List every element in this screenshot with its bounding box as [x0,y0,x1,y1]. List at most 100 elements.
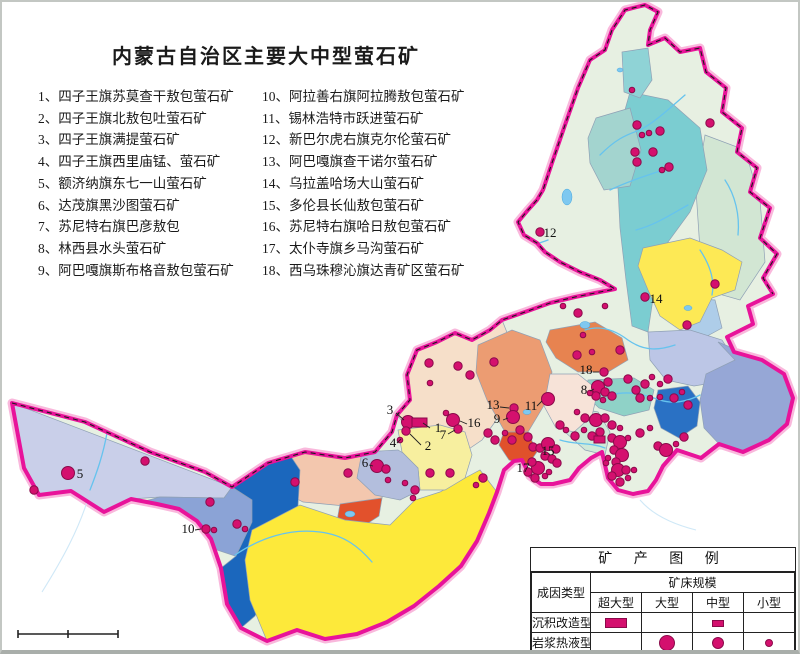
deposit-circle-symbol [765,639,773,648]
mine-dot [241,525,249,533]
mine-dot [646,394,654,402]
mine-dot [602,459,610,467]
mine-dot [552,458,562,468]
mine-number-label: 3 [387,402,394,417]
mine-dot [624,474,632,482]
legend-empty-cell [743,612,795,633]
legend-empty-cell [641,612,693,633]
mine-dot [648,147,658,157]
label-leader-line [368,464,374,467]
mine-dot [663,374,673,384]
legend-title: 矿 产 图 例 [531,548,795,572]
mine-number-label: 15 [542,443,555,458]
mine-dot [201,524,211,534]
mine-dot [672,440,680,448]
deposit-circle-symbol [659,634,675,651]
mine-dot [616,424,624,432]
mine-dot [630,466,638,474]
mine-dot [580,413,590,423]
mine-number-label: 10 [182,521,195,536]
mine-dot [61,466,75,480]
mine-number-label: 2 [425,438,432,453]
legend-genetic-type-header: 成因类型 [531,572,591,613]
mine-dot [523,467,533,477]
mine-dot [600,387,610,397]
mine-dot [683,400,693,410]
river [599,94,686,156]
mine-dot [410,485,420,495]
mine-list-item: 7、苏尼特右旗巴彦敖包 [38,219,180,235]
legend-symbol-cell [590,612,642,633]
mine-dots-layer [29,86,720,534]
scale-bar [17,630,119,638]
legend-genetic-type: 沉积改造型 [531,612,591,633]
deposit-rect-symbol [712,619,724,627]
mine-dot [541,437,555,451]
mine-dot [483,428,493,438]
mine-number-label: 6 [362,455,369,470]
mine-list-item: 4、四子王旗西里庙锰、萤石矿 [38,154,221,170]
label-leader-line [194,528,202,531]
mine-list-right-column: 10、阿拉善右旗阿拉腾敖包萤石矿 11、锡林浩特市跃进萤石矿 12、新巴尔虎右旗克尔… [262,86,524,281]
mine-dot [640,292,650,302]
mine-dot [631,385,641,395]
mine-dot [621,465,631,475]
mine-dot [489,357,499,367]
river [89,432,108,491]
mine-dot [570,431,580,441]
mine-dot [638,131,646,139]
mine-dot [507,435,517,445]
mine-dot [573,408,581,416]
mine-dot [595,427,605,437]
mine-dot [515,425,525,435]
mine-dot [656,380,664,388]
mine-dot [607,471,617,481]
mine-dot [551,444,561,454]
mine-list-item: 2、四子王旗北敖包吐萤石矿 [38,110,207,126]
mine-number-label: 9 [494,411,501,426]
river [559,439,606,449]
lake [561,188,573,206]
mine-dot [603,377,613,387]
mine-list-item: 10、阿拉善右旗阿拉腾敖包萤石矿 [262,89,465,104]
mine-dot [579,331,587,339]
legend-row: 沉积改造型 [531,612,795,633]
river [724,179,740,236]
legend-scale-level: 超大型 [590,592,642,613]
lake [522,409,532,415]
mine-list-item: 15、多伦县长仙敖包萤石矿 [262,197,424,213]
mine-dot [659,443,673,457]
river [699,249,714,296]
mine-dot [530,473,540,483]
mine-list-left-column: 1、四子王旗苏莫查干敖包萤石矿 2、四子王旗北敖包吐萤石矿 3、四子王旗满提萤石矿 4… [38,86,262,281]
mine-dot [599,396,607,404]
lake [616,67,624,73]
river [584,327,676,350]
mine-dot [478,473,488,483]
mine-dot [562,426,570,434]
legend-scale-level: 中型 [692,592,744,613]
mine-dot [646,424,654,432]
mine-dot [632,157,642,167]
mine-dot [679,432,689,442]
mine-number-label: 17 [517,460,531,475]
mine-dot [472,481,480,489]
legend-symbol-cell [692,612,744,633]
mine-dot [29,485,39,495]
mine-number-label: 8 [581,382,588,397]
mine-dot [573,308,583,318]
legend-scale-levels-row: 超大型 大型 中型 小型 [532,592,795,613]
mine-dot [669,393,679,403]
page-title: 内蒙古自治区主要大中型萤石矿 [112,46,420,68]
mine-number-label: 11 [525,398,538,413]
mine-number-label: 7 [440,427,447,442]
legend-symbol-cell [743,632,795,653]
mine-dot [678,388,686,396]
legend-empty-cell [590,632,642,653]
deposit-circle-symbol [712,637,724,650]
mine-number-label: 18 [580,362,593,377]
mine-dot [541,472,549,480]
mine-dot [705,118,715,128]
mine-dot [586,389,594,397]
